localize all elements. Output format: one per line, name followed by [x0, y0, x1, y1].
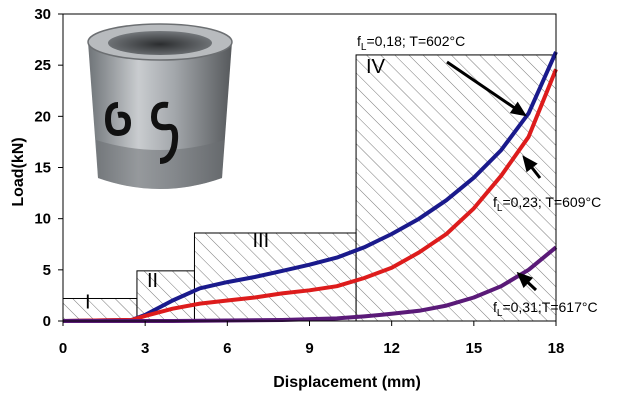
y-tick-label: 30 — [34, 6, 51, 23]
y-tick-label: 20 — [34, 108, 51, 125]
y-axis: 0 5 10 15 20 25 30 — [34, 6, 63, 330]
region-2-label: II — [147, 270, 158, 292]
y-tick-label: 15 — [34, 160, 51, 177]
annotation-1-arrow-shaft — [446, 60, 523, 115]
x-axis-title: Displacement (mm) — [273, 374, 421, 391]
region-4-label: IV — [366, 56, 386, 78]
x-tick-label: 18 — [548, 340, 565, 357]
series-1-line — [62, 51, 558, 323]
x-tick-label: 0 — [59, 340, 67, 357]
region-1-label: I — [85, 291, 91, 313]
annotation-3-label: fL=0,31;T=617°C — [493, 299, 598, 319]
annotation-2-arrow-head — [522, 155, 538, 173]
annotation-1-label: fL=0,18; T=602°C — [357, 33, 465, 53]
region-1-box — [62, 297, 138, 322]
region-3-label: III — [252, 230, 269, 252]
y-axis-title: Load(kN) — [10, 137, 27, 206]
x-tick-label: 9 — [305, 340, 313, 357]
y-tick-label: 0 — [43, 313, 51, 330]
x-axis: 0 3 6 9 12 15 18 — [59, 321, 565, 357]
x-tick-label: 3 — [141, 340, 149, 357]
series-annotations: fL=0,18; T=602°C fL=0,23; T=609°C fL=0,31;… — [357, 33, 601, 319]
y-tick-label: 5 — [43, 262, 51, 279]
region-3-box — [193, 232, 357, 322]
annotation-2-label: fL=0,23; T=609°C — [493, 194, 601, 214]
y-tick-label: 25 — [34, 57, 51, 74]
x-tick-label: 6 — [223, 340, 231, 357]
y-tick-label: 10 — [34, 211, 51, 228]
x-tick-label: 15 — [465, 340, 482, 357]
specimen-photo — [87, 23, 233, 189]
annotation-3-arrow-head — [516, 271, 534, 288]
annotation-1-arrow-head — [509, 101, 527, 117]
series-2-line — [62, 68, 558, 323]
x-tick-label: 12 — [383, 340, 400, 357]
